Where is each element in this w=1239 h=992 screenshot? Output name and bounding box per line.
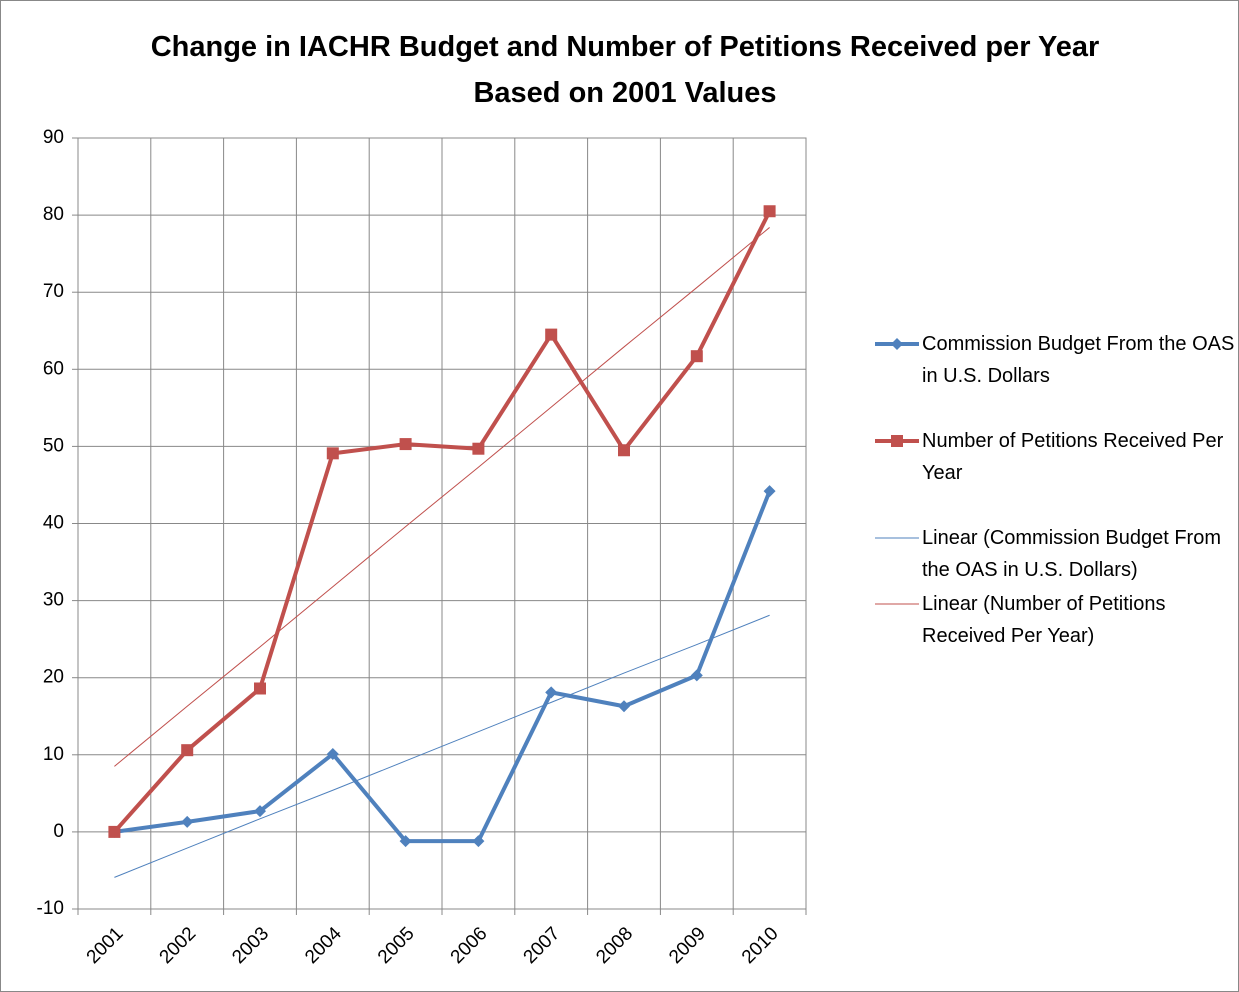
marker <box>254 805 266 818</box>
marker <box>891 435 903 447</box>
marker <box>690 350 703 363</box>
marker <box>399 835 412 848</box>
marker <box>254 682 266 695</box>
legend: Commission Budget From the OAS in U.S. D… <box>875 328 1235 654</box>
y-tick-label: 60 <box>43 358 64 379</box>
y-tick-label: 40 <box>43 513 64 534</box>
marker <box>472 835 485 848</box>
marker <box>326 447 339 460</box>
y-tick-label: 50 <box>43 435 64 456</box>
y-tick-label: -10 <box>37 898 64 919</box>
marker <box>399 438 412 451</box>
trend-line <box>114 614 770 878</box>
legend-swatch <box>875 603 919 605</box>
legend-swatch <box>875 537 919 539</box>
marker <box>472 442 485 455</box>
y-tick-label: 70 <box>43 281 64 302</box>
series-line <box>114 490 772 844</box>
legend-swatch <box>875 435 919 447</box>
legend-item: Linear (Commission Budget From the OAS i… <box>875 522 1235 586</box>
marker <box>545 328 558 341</box>
trend-line <box>114 227 770 767</box>
marker <box>763 205 776 218</box>
marker <box>618 444 630 457</box>
legend-label: Linear (Number of Petitions Received Per… <box>922 593 1166 647</box>
legend-label: Number of Petitions Received Per Year <box>922 430 1224 484</box>
legend-label: Commission Budget From the OAS in U.S. D… <box>922 333 1235 387</box>
y-tick-label: 90 <box>43 127 64 148</box>
series-line <box>112 210 772 834</box>
y-tick-label: 0 <box>53 821 64 842</box>
legend-item: Commission Budget From the OAS in U.S. D… <box>875 328 1235 392</box>
y-tick-label: 20 <box>43 667 64 688</box>
marker <box>690 669 703 682</box>
legend-item: Number of Petitions Received Per Year <box>875 425 1235 489</box>
marker <box>545 686 558 699</box>
y-tick-label: 30 <box>43 590 64 611</box>
legend-item: Linear (Number of Petitions Received Per… <box>875 588 1235 652</box>
y-tick-label: 80 <box>43 204 64 225</box>
marker <box>181 815 194 828</box>
legend-swatch <box>875 338 919 350</box>
marker <box>326 748 339 761</box>
marker <box>618 700 630 713</box>
marker <box>108 825 121 838</box>
marker <box>763 485 776 498</box>
legend-label: Linear (Commission Budget From the OAS i… <box>922 527 1221 581</box>
y-tick-label: 10 <box>43 744 64 765</box>
marker <box>181 744 194 757</box>
chart-title: Change in IACHR Budget and Number of Pet… <box>150 31 1100 109</box>
marker <box>891 338 903 350</box>
